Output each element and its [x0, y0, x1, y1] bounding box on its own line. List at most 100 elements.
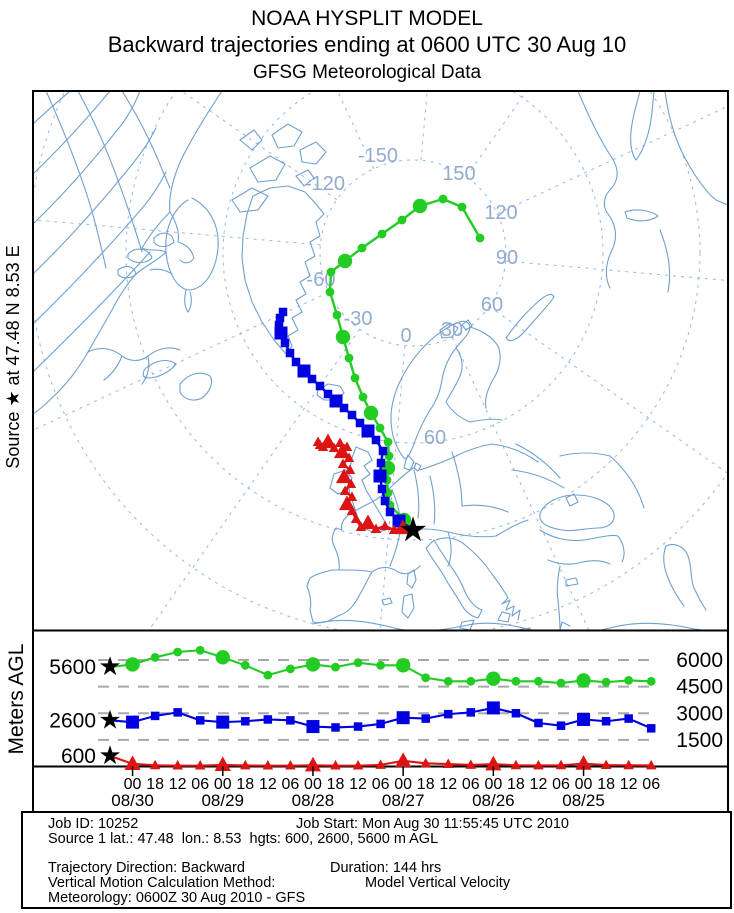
- start-height-star: ★: [98, 705, 121, 735]
- height-5600m-marker: [646, 676, 656, 686]
- height-5600m-marker: [556, 678, 566, 688]
- trajectory-5600m-marker: [332, 310, 342, 320]
- trajectory-2600m-marker: [275, 313, 285, 323]
- info-row: Vertical Motion Calculation Method: Model…: [23, 876, 730, 891]
- map-adriatic-balkans: [435, 537, 521, 621]
- height-600m-marker: [194, 760, 206, 770]
- height-5600m-marker: [173, 647, 183, 657]
- grid-label: -150: [358, 145, 398, 167]
- trajectory-2600m-marker: [323, 389, 333, 399]
- info-row: Trajectory Direction: Backward Duration: …: [23, 861, 730, 876]
- map-hudson-bay: [165, 197, 219, 313]
- meridian-line: [337, 92, 375, 169]
- map-novaya-zemlya: [505, 293, 555, 342]
- trajectory-2600m-marker: [339, 403, 349, 413]
- info-text: Job ID: 10252: [48, 816, 139, 832]
- grid-label: 60: [481, 294, 503, 316]
- start-height-star: ★: [98, 741, 121, 771]
- info-text: Trajectory Direction: Backward: [48, 860, 245, 877]
- trajectory-600m-marker: [338, 495, 356, 511]
- trajectory-600m-marker: [350, 513, 362, 523]
- trajectory-2600m-marker: [361, 424, 375, 438]
- meteorology-title: GFSG Meteorological Data: [252, 62, 482, 83]
- height-600m-marker: [352, 760, 364, 770]
- height-2600m-marker: [195, 716, 205, 725]
- trajectory-5600m-marker: [337, 253, 353, 269]
- left-axis-label: 2600: [49, 709, 96, 732]
- height-600m-marker: [575, 755, 592, 770]
- trajectory-600m-marker: [346, 505, 358, 515]
- grid-label: 0: [400, 325, 411, 347]
- height-5600m-marker: [150, 652, 160, 662]
- grid-label: 30: [441, 319, 463, 341]
- trajectory-5600m-path: [328, 197, 482, 530]
- x-tick-label: 06: [191, 776, 209, 793]
- trajectory-600m-marker: [379, 520, 391, 530]
- trajectory-5600m-marker: [350, 373, 360, 383]
- info-text: Model Vertical Velocity: [365, 875, 511, 892]
- x-tick-label: 12: [620, 776, 638, 793]
- height-600m-marker: [510, 759, 522, 770]
- trajectory-5600m-marker: [344, 353, 354, 363]
- trajectory-5600m-marker: [363, 405, 379, 421]
- x-date-label: 08/25: [562, 791, 605, 810]
- latitude-circle: [125, 92, 701, 541]
- map-turkey: [539, 529, 625, 565]
- height-5600m-marker: [466, 676, 476, 686]
- map-sardinia: [401, 593, 415, 619]
- height-2600m-marker: [306, 720, 320, 734]
- trajectory-600m-marker: [370, 523, 382, 533]
- x-date-label: 08/26: [472, 791, 515, 810]
- x-date-label: 08/29: [201, 791, 244, 810]
- trajectory-2600m-marker: [315, 381, 325, 391]
- height-2600m-marker: [534, 718, 543, 728]
- map-newfoundland: [179, 372, 213, 401]
- right-axis-label: 3000: [676, 702, 723, 725]
- height-600m-marker: [285, 760, 296, 770]
- x-tick-label: 18: [597, 776, 615, 793]
- trajectory-2600m-marker: [385, 507, 395, 517]
- plot-titles: NOAA HYSPLIT MODEL Backward trajectories…: [0, 0, 734, 84]
- map-baltic-south-coast: [419, 443, 539, 471]
- map-cyprus: [565, 577, 579, 587]
- trajectory-600m-marker: [344, 464, 356, 474]
- map-corsica: [406, 569, 417, 589]
- start-height-star: ★: [98, 652, 121, 682]
- profile-frame: [32, 629, 729, 768]
- grid-label: -30: [344, 308, 373, 330]
- height-5600m-marker: [534, 676, 543, 686]
- height-2600m-marker: [216, 715, 230, 729]
- map-siberia-coast: [577, 92, 727, 293]
- trajectory-5600m-marker: [375, 423, 385, 433]
- map-caspian-sea: [663, 543, 707, 611]
- info-row: Meteorology: 0600Z 30 Aug 2010 - GFS: [23, 891, 730, 906]
- trajectory-2600m-marker: [378, 446, 388, 456]
- map-finland-kola: [445, 326, 503, 423]
- height-2600m-marker: [601, 716, 611, 726]
- meridian-line: [488, 305, 727, 474]
- height-2600m-marker: [353, 722, 363, 731]
- x-date-label: 08/27: [382, 791, 425, 810]
- map-trajectories: [274, 194, 485, 535]
- height-2600m-marker: [396, 711, 410, 725]
- trajectory-600m-marker: [346, 491, 358, 501]
- info-row: Source 1 lat.: 47.48 lon.: 8.53 hgts: 60…: [23, 830, 730, 847]
- map-nova-scotia: [142, 359, 177, 379]
- trajectory-2600m-marker: [280, 338, 290, 348]
- info-text: Source 1 lat.: 47.48 lon.: 8.53 hgts: 60…: [48, 830, 439, 847]
- map-north-africa-coast: [312, 619, 708, 630]
- map-denmark: [403, 454, 422, 472]
- trajectory-600m-marker: [334, 437, 346, 447]
- meridian-line: [420, 92, 428, 161]
- latitude-circle: [319, 159, 507, 347]
- trajectory-5600m-marker: [383, 437, 393, 447]
- trajectory-2600m-marker: [376, 458, 386, 468]
- height-600m-marker: [240, 759, 251, 770]
- right-axis-label: 6000: [676, 649, 723, 672]
- height-5600m-marker: [286, 664, 295, 674]
- height-2600m-marker: [376, 719, 385, 729]
- x-tick-label: 18: [417, 776, 435, 793]
